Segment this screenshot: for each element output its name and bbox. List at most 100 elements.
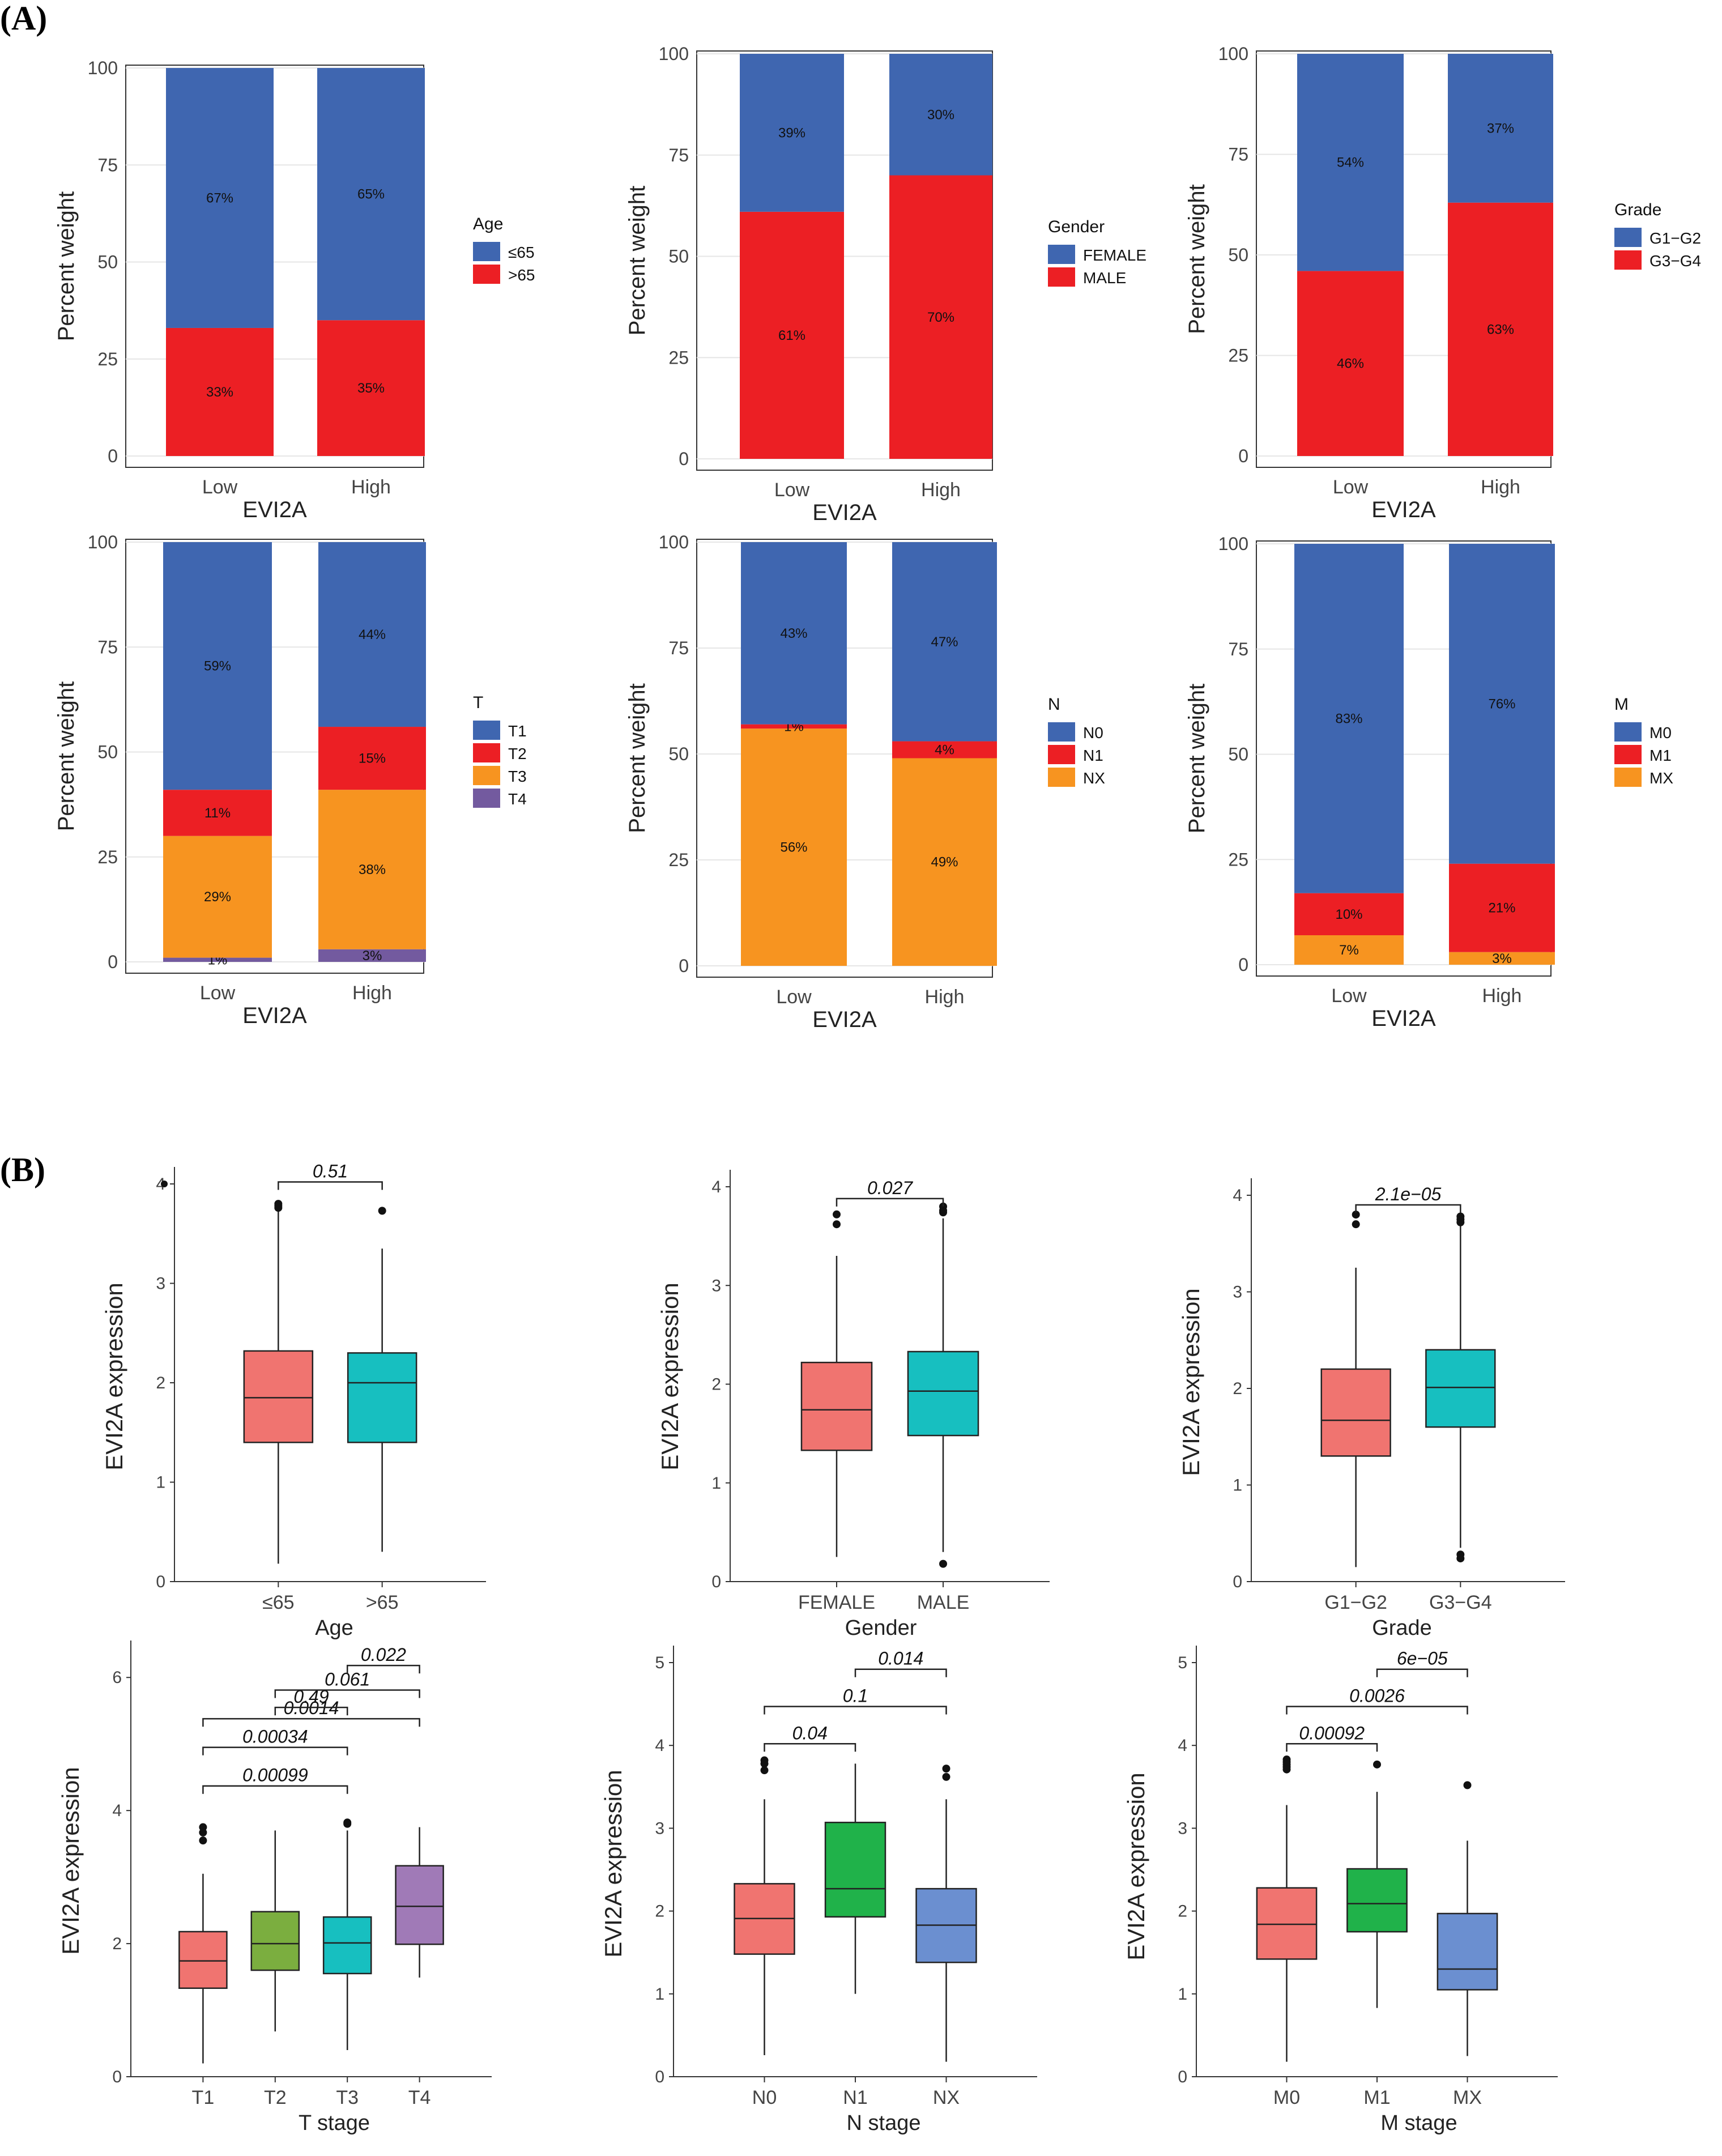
legend-label: M1: [1649, 747, 1672, 764]
box-N1: [824, 1821, 886, 1918]
legend-label: M0: [1649, 724, 1672, 742]
significance-bracket: [346, 1664, 420, 1674]
significance-bracket: [274, 1689, 420, 1698]
stacked-bar-chart-A2: 0 25 50 75 100 61% 39% Low 70% 30% High EVI2A Percen…: [625, 44, 1146, 525]
legend-swatch-G3−G4: [1614, 250, 1642, 270]
y-axis-title: Percent weight: [1184, 684, 1209, 834]
legend-swatch-NX: [1048, 768, 1075, 787]
x-tick-label: T1: [192, 2087, 215, 2108]
significance-bracket: [278, 1181, 383, 1190]
box-plot-B2: 0 1 2 3 4 FEMALE MALE 0.027 Gender EVI2A expressi…: [657, 1170, 1050, 1640]
outlier-point: [199, 1837, 207, 1845]
y-axis-title: EVI2A expression: [600, 1770, 626, 1958]
bar-segment-≤65: [317, 68, 425, 321]
legend-label: T1: [508, 722, 527, 740]
y-tick-label: 2: [156, 1374, 165, 1392]
bar-segment-G1−G2: [1297, 54, 1404, 271]
p-value-label: 0.00034: [242, 1727, 308, 1747]
data-label: 56%: [780, 840, 807, 855]
data-label: 59%: [204, 659, 231, 674]
bar-segment-≤65: [166, 68, 274, 328]
significance-bracket: [1355, 1204, 1461, 1213]
x-tick-label: G3−G4: [1429, 1592, 1492, 1613]
significance-bracket: [854, 1668, 947, 1677]
bar-segment-M1: [1449, 863, 1555, 952]
y-axis-title: Percent weight: [54, 681, 79, 832]
legend-label: FEMALE: [1083, 246, 1146, 264]
bar-segment-MALE: [740, 211, 844, 459]
significance-bracket: [202, 1785, 348, 1794]
p-value-label: 0.1: [843, 1685, 868, 1706]
x-tick-label: NX: [933, 2087, 960, 2108]
significance-bracket: [1286, 1743, 1378, 1752]
y-tick-label: 75: [97, 637, 118, 657]
y-tick-label: 75: [97, 155, 118, 175]
y-tick-label: 3: [156, 1275, 165, 1293]
y-tick-label: 4: [711, 1178, 721, 1196]
box-MX: [1437, 1912, 1498, 1991]
data-label: 49%: [931, 855, 958, 870]
x-tick-label: High: [1482, 985, 1522, 1007]
y-tick-label: 0: [156, 1573, 165, 1591]
data-label: 4%: [935, 743, 954, 758]
y-tick-label: 0: [679, 449, 689, 469]
y-tick-label: 0: [108, 446, 118, 466]
data-label: 65%: [357, 187, 385, 202]
data-label: 70%: [927, 310, 954, 325]
box-M1: [1346, 1868, 1408, 1933]
outlier-point: [942, 1765, 950, 1773]
x-tick-label: High: [352, 982, 392, 1004]
charts-layer: 025507510033%67%Low35%65%HighEVI2APercen…: [54, 44, 1701, 2135]
x-tick-label: MALE: [917, 1592, 970, 1613]
outlier-point: [833, 1220, 841, 1229]
y-tick-label: 4: [112, 1801, 122, 1820]
legend-swatch-N0: [1048, 722, 1075, 742]
bar-segment-NX: [892, 758, 997, 966]
y-tick-label: 50: [668, 246, 689, 267]
y-tick-label: 75: [1228, 144, 1248, 165]
outlier-point: [1352, 1211, 1360, 1219]
data-label: 63%: [1487, 322, 1514, 337]
data-label: 35%: [357, 381, 385, 396]
legend-title: N: [1048, 695, 1060, 714]
data-label: 67%: [206, 190, 233, 206]
data-label: 7%: [1339, 943, 1359, 958]
data-label: 47%: [931, 634, 958, 650]
outlier-point: [1456, 1218, 1465, 1226]
legend-label: ≤65: [508, 244, 535, 261]
stacked-bar-chart-A6: 0 25 50 75 100 7% 10% 83% Low 3% 21% 76% High EVI2A Pe…: [1184, 534, 1673, 1031]
bar-segment-T3: [163, 836, 272, 958]
x-tick-label: Low: [1331, 985, 1367, 1007]
data-label: 38%: [359, 862, 386, 877]
x-tick-label: M1: [1363, 2087, 1390, 2108]
x-tick-label: N1: [843, 2087, 867, 2108]
y-tick-label: 3: [711, 1276, 721, 1295]
p-value-label: 0.51: [313, 1161, 348, 1181]
legend-swatch-≤65: [473, 242, 500, 261]
data-label: 3%: [363, 948, 382, 964]
legend-label: G1−G2: [1649, 229, 1701, 247]
outlier-point: [378, 1207, 386, 1215]
legend-title: M: [1614, 695, 1629, 714]
y-tick-label: 50: [1228, 245, 1248, 265]
y-tick-label: 4: [1233, 1186, 1242, 1205]
bar-segment-N1: [741, 724, 847, 729]
outlier-point: [274, 1204, 283, 1212]
y-tick-label: 0: [679, 956, 689, 976]
stray-point: [161, 1181, 168, 1187]
y-tick-label: 0: [711, 1573, 721, 1591]
p-value-label: 0.027: [867, 1178, 913, 1198]
bar-segment-G1−G2: [1448, 54, 1553, 203]
y-tick-label: 75: [1228, 639, 1248, 659]
legend-swatch-T4: [473, 789, 500, 808]
legend-label: T4: [508, 790, 527, 808]
box-FEMALE: [800, 1361, 873, 1451]
stacked-bar-chart-A4: 02550751001%29%11%59%Low3%38%15%44%HighE…: [54, 532, 527, 1028]
box-M0: [1256, 1887, 1318, 1960]
x-axis-title: Age: [315, 1616, 353, 1640]
y-tick-label: 4: [1178, 1736, 1187, 1755]
bar-segment-M0: [1294, 544, 1404, 893]
legend-swatch-G1−G2: [1614, 228, 1642, 247]
legend-label: MX: [1649, 769, 1673, 787]
